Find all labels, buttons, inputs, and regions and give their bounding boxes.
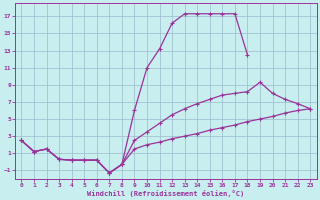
X-axis label: Windchill (Refroidissement éolien,°C): Windchill (Refroidissement éolien,°C) bbox=[87, 190, 244, 197]
